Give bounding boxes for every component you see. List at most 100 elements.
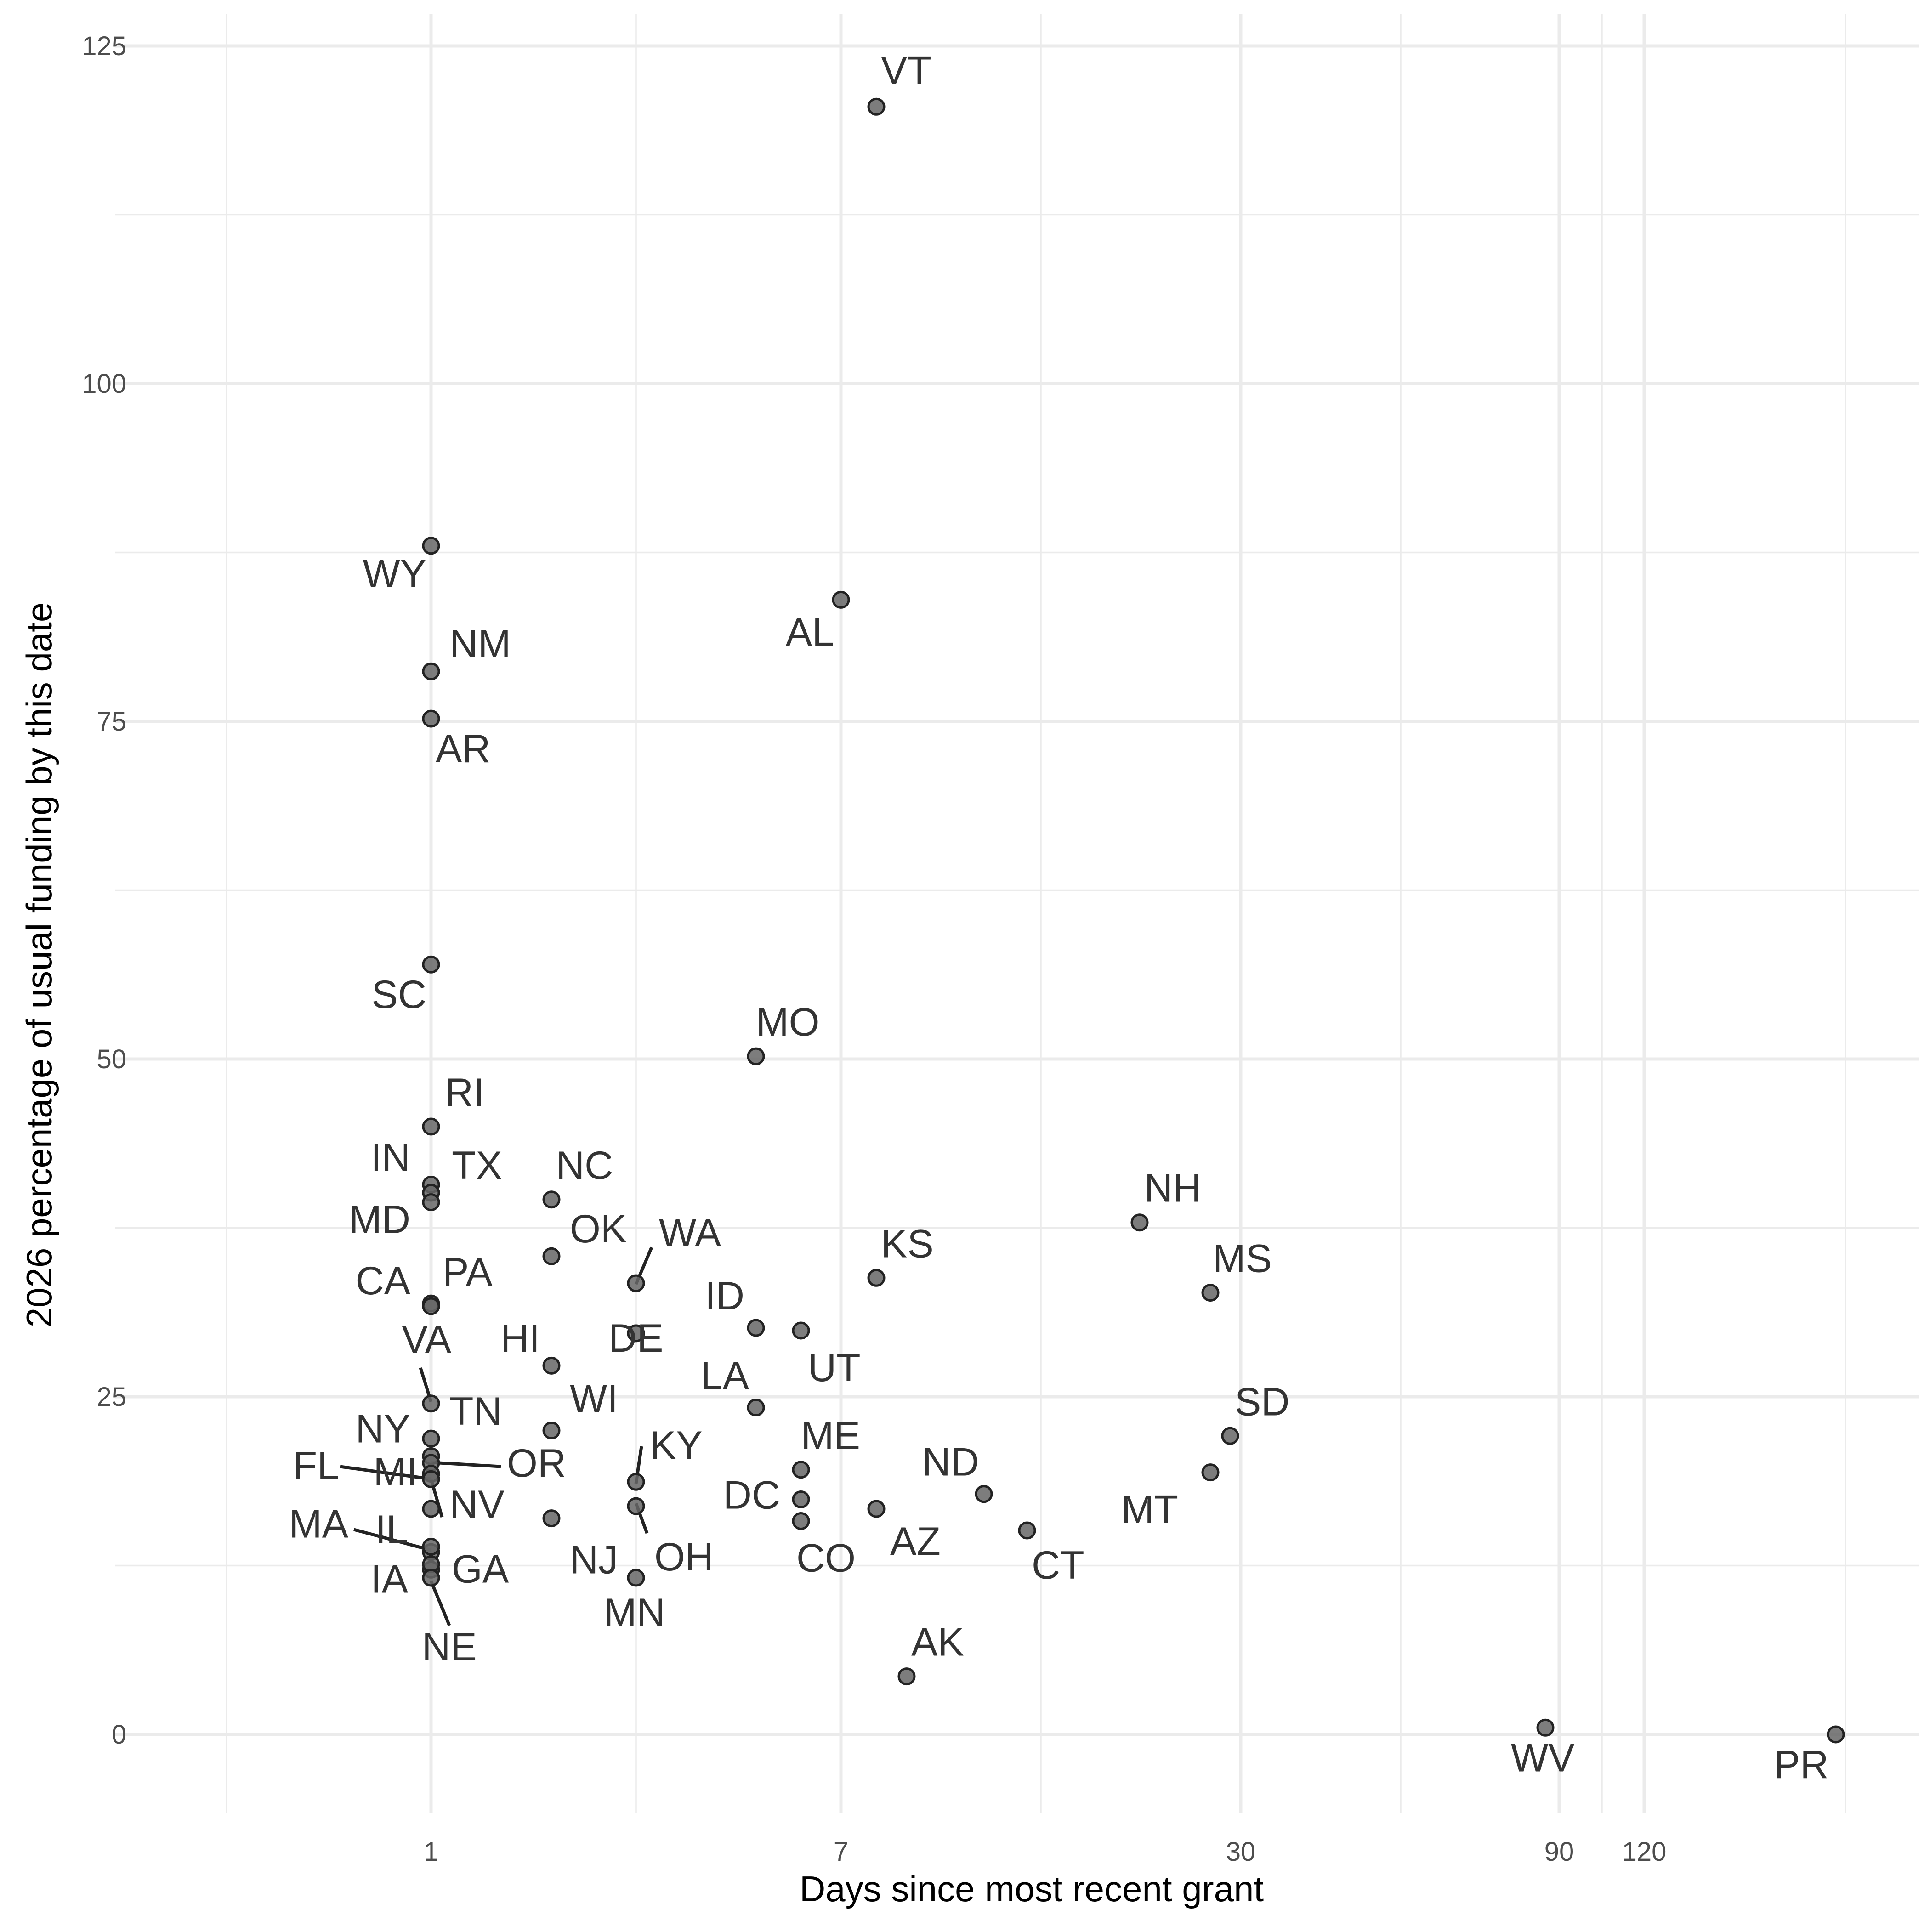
data-point-va <box>422 1394 440 1413</box>
point-label-oh: OH <box>654 1535 714 1579</box>
y-tick-label: 50 <box>96 1044 126 1074</box>
point-label-wv: WV <box>1511 1736 1575 1780</box>
data-point-sc <box>422 955 440 974</box>
point-label-sd: SD <box>1235 1380 1289 1424</box>
point-label-ok: OK <box>570 1207 627 1251</box>
point-label-ri: RI <box>445 1071 484 1115</box>
data-point-fl <box>422 1470 440 1488</box>
point-label-nh: NH <box>1144 1167 1201 1211</box>
point-label-ms: MS <box>1213 1237 1272 1281</box>
point-label-ia: IA <box>371 1557 409 1601</box>
point-label-la: LA <box>701 1354 749 1398</box>
data-point-md <box>422 1193 440 1212</box>
x-tick-label: 1 <box>424 1837 438 1867</box>
point-label-nc: NC <box>556 1144 613 1188</box>
point-label-pr: PR <box>1774 1743 1828 1787</box>
data-point-nc <box>542 1190 561 1209</box>
y-tick-label: 25 <box>96 1382 126 1412</box>
data-point-pr <box>1827 1725 1845 1744</box>
point-label-wa: WA <box>659 1211 721 1255</box>
data-point-nm <box>422 662 440 680</box>
data-point-nj <box>542 1509 561 1528</box>
point-label-tn: TN <box>449 1389 502 1433</box>
data-point-ar <box>422 709 440 728</box>
point-label-mi: MI <box>373 1450 417 1494</box>
data-point-oh <box>627 1497 645 1515</box>
data-point-vt <box>867 97 886 116</box>
point-label-ct: CT <box>1032 1543 1084 1587</box>
point-layer <box>422 97 1845 1744</box>
point-label-ut: UT <box>808 1346 861 1390</box>
point-label-vt: VT <box>881 48 931 92</box>
label-layer: VT WY AL NM AR SC MO RI IN TX MD NC NH OK KS WA MS CA PA ID… <box>289 48 1828 1787</box>
data-point-ok <box>542 1247 561 1265</box>
data-point-mt <box>1201 1463 1220 1482</box>
tick-layer: 0 25 50 75 100 125 1 7 30 90 120 <box>82 31 1666 1867</box>
point-label-ma: MA <box>289 1502 349 1546</box>
data-point-hi <box>542 1356 561 1375</box>
point-label-nj: NJ <box>570 1538 618 1582</box>
data-point-wa <box>627 1274 645 1292</box>
data-point-tn <box>422 1429 440 1448</box>
data-point-pa <box>422 1297 440 1315</box>
point-label-ak: AK <box>911 1620 964 1665</box>
point-label-wi: WI <box>570 1377 618 1421</box>
y-tick-label: 125 <box>82 31 126 61</box>
leader-line-ma <box>353 1528 431 1552</box>
point-label-nd: ND <box>922 1440 979 1484</box>
data-point-ak <box>897 1667 916 1686</box>
point-label-fl: FL <box>293 1444 339 1488</box>
data-point-la <box>747 1399 765 1417</box>
data-point-ut <box>792 1321 810 1340</box>
point-label-nv: NV <box>449 1483 504 1527</box>
point-label-mo: MO <box>756 1000 820 1044</box>
point-label-or: OR <box>507 1441 566 1485</box>
data-point-az <box>867 1500 886 1518</box>
y-tick-label: 100 <box>82 369 126 399</box>
data-point-wv <box>1536 1718 1555 1737</box>
point-label-va: VA <box>402 1318 452 1362</box>
point-label-tx: TX <box>452 1144 502 1188</box>
point-label-de: DE <box>608 1316 663 1360</box>
point-label-il: IL <box>375 1507 408 1552</box>
point-label-me: ME <box>801 1414 860 1458</box>
data-point-ma <box>422 1537 440 1556</box>
point-label-ny: NY <box>356 1407 410 1451</box>
point-label-ca: CA <box>356 1259 411 1303</box>
data-point-ky <box>627 1473 645 1491</box>
data-point-nh <box>1130 1213 1149 1232</box>
point-label-md: MD <box>349 1198 410 1242</box>
point-label-dc: DC <box>723 1473 780 1517</box>
point-label-az: AZ <box>890 1519 941 1564</box>
point-label-nm: NM <box>449 622 511 666</box>
point-label-ne: NE <box>422 1625 477 1669</box>
data-point-co <box>792 1512 810 1530</box>
data-point-nv <box>422 1500 440 1518</box>
leader-line-fl <box>340 1465 431 1481</box>
data-point-dc <box>792 1490 810 1508</box>
point-label-wy: WY <box>363 552 426 596</box>
data-point-al <box>832 590 850 609</box>
data-point-me <box>792 1461 810 1479</box>
y-tick-label: 0 <box>112 1720 126 1750</box>
leader-line-ne <box>429 1580 451 1626</box>
data-point-ne <box>422 1569 440 1587</box>
data-point-ms <box>1201 1284 1220 1302</box>
x-tick-label: 30 <box>1226 1837 1256 1867</box>
point-label-al: AL <box>786 610 834 654</box>
point-label-in: IN <box>371 1135 410 1179</box>
data-point-mn <box>627 1569 645 1587</box>
leader-line-or <box>431 1461 501 1468</box>
point-label-ks: KS <box>881 1222 934 1266</box>
point-label-pa: PA <box>443 1250 493 1294</box>
data-point-id <box>747 1319 765 1337</box>
point-label-co: CO <box>796 1536 856 1580</box>
data-point-sd <box>1221 1427 1239 1445</box>
y-tick-label: 75 <box>96 707 126 737</box>
point-label-hi: HI <box>500 1316 540 1360</box>
x-tick-label: 120 <box>1622 1837 1667 1867</box>
data-point-ks <box>867 1269 886 1287</box>
point-label-id: ID <box>705 1274 744 1318</box>
